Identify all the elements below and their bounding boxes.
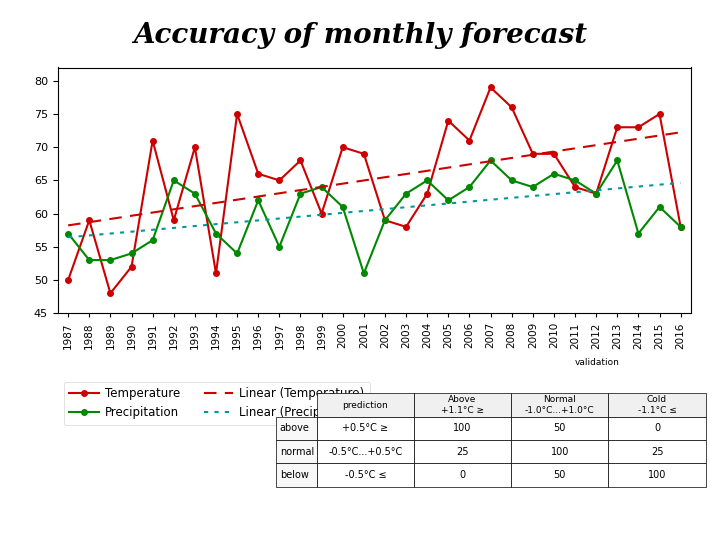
- Text: Accuracy of monthly forecast: Accuracy of monthly forecast: [133, 22, 587, 49]
- Legend: Temperature, Precipitation, Linear (Temperature), Linear (Precipitation): Temperature, Precipitation, Linear (Temp…: [63, 382, 370, 425]
- Text: validation: validation: [575, 358, 619, 367]
